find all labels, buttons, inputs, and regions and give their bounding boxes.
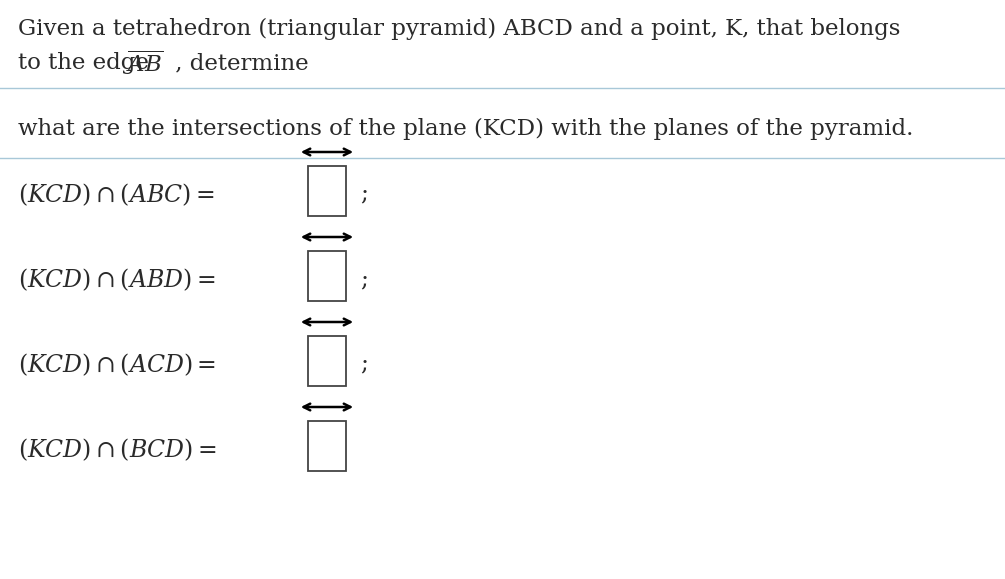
Bar xyxy=(308,251,346,301)
Text: $\overline{AB}$: $\overline{AB}$ xyxy=(126,52,163,77)
Text: $(KCD)\cap(ABC) =$: $(KCD)\cap(ABC) =$ xyxy=(18,182,214,208)
Bar xyxy=(308,421,346,471)
Text: $;$: $;$ xyxy=(360,184,368,207)
Text: what are the intersections of the plane (KCD) with the planes of the pyramid.: what are the intersections of the plane … xyxy=(18,118,914,140)
Text: $(KCD)\cap(ABD) =$: $(KCD)\cap(ABD) =$ xyxy=(18,267,215,294)
Text: $;$: $;$ xyxy=(360,269,368,291)
Text: Given a tetrahedron (triangular pyramid) ABCD and a point, K, that belongs: Given a tetrahedron (triangular pyramid)… xyxy=(18,18,900,40)
Text: $(KCD)\cap(ACD) =$: $(KCD)\cap(ACD) =$ xyxy=(18,351,216,378)
Bar xyxy=(308,166,346,216)
Text: , determine: , determine xyxy=(168,52,309,74)
Text: to the edge: to the edge xyxy=(18,52,156,74)
Text: $;$: $;$ xyxy=(360,354,368,376)
Bar xyxy=(308,336,346,386)
Text: $(KCD)\cap(BCD) =$: $(KCD)\cap(BCD) =$ xyxy=(18,437,216,463)
